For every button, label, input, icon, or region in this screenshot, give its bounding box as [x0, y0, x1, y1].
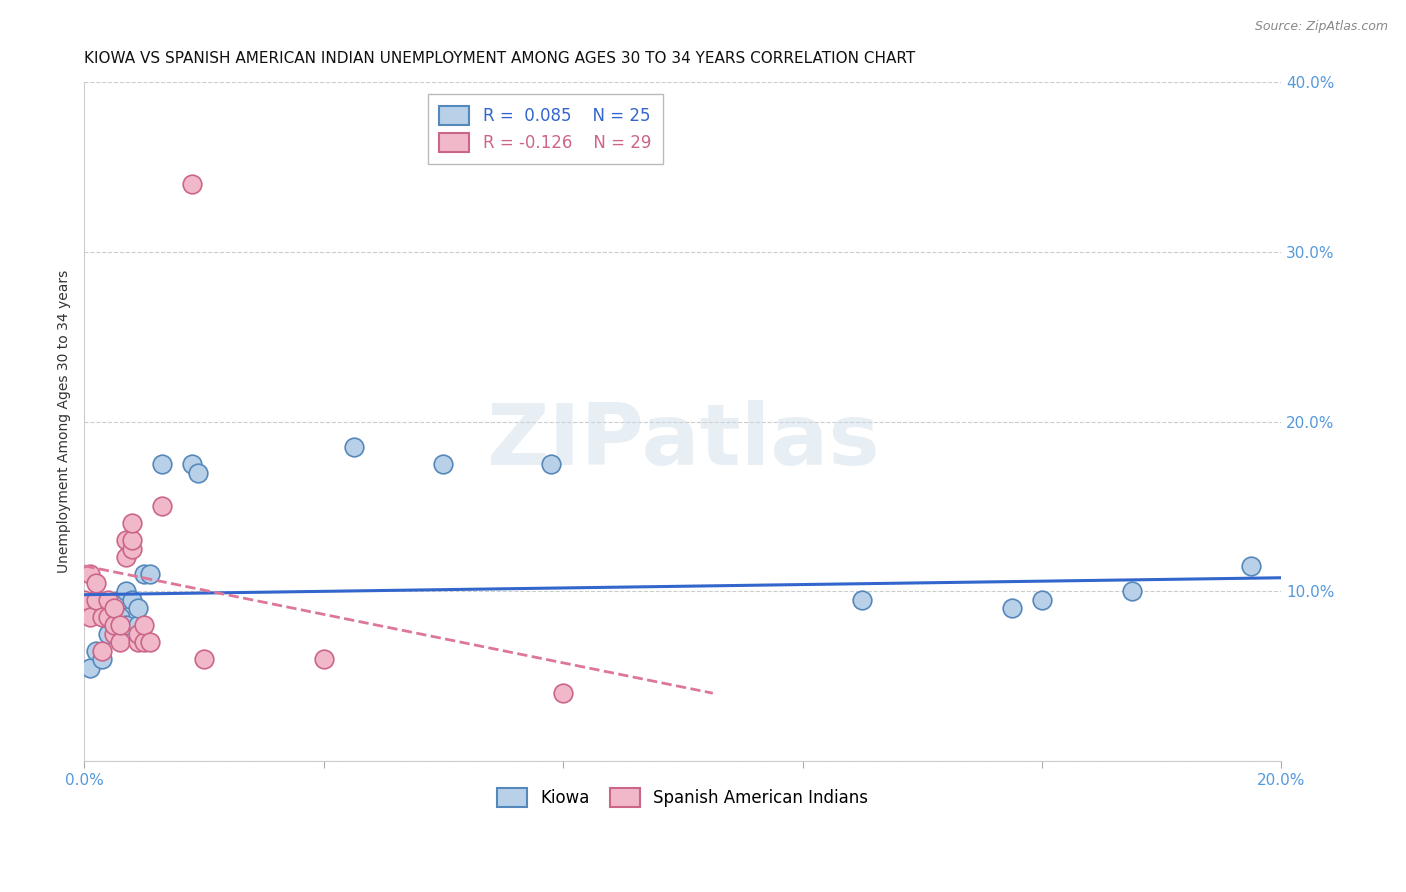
Point: [187, 466, 209, 480]
Point: [110, 618, 132, 632]
Text: Source: ZipAtlas.com: Source: ZipAtlas.com: [1254, 20, 1388, 33]
Point: [139, 567, 162, 582]
Point: [121, 592, 143, 607]
Point: [1240, 558, 1263, 573]
Point: [91, 609, 114, 624]
Point: [193, 652, 215, 666]
Point: [343, 440, 366, 454]
Point: [127, 635, 149, 649]
Legend: Kiowa, Spanish American Indians: Kiowa, Spanish American Indians: [491, 781, 875, 814]
Y-axis label: Unemployment Among Ages 30 to 34 years: Unemployment Among Ages 30 to 34 years: [58, 270, 72, 574]
Point: [1001, 601, 1024, 615]
Point: [86, 644, 108, 658]
Point: [127, 618, 149, 632]
Point: [851, 592, 873, 607]
Point: [97, 592, 120, 607]
Point: [86, 575, 108, 590]
Point: [134, 635, 156, 649]
Point: [115, 533, 138, 548]
Point: [1031, 592, 1053, 607]
Point: [127, 601, 149, 615]
Point: [97, 609, 120, 624]
Point: [115, 550, 138, 565]
Point: [115, 584, 138, 599]
Point: [312, 652, 335, 666]
Point: [121, 541, 143, 556]
Point: [121, 533, 143, 548]
Point: [150, 500, 173, 514]
Point: [79, 661, 101, 675]
Point: [103, 601, 125, 615]
Point: [97, 627, 120, 641]
Point: [540, 457, 562, 471]
Point: [150, 457, 173, 471]
Point: [79, 567, 101, 582]
Point: [91, 644, 114, 658]
Point: [181, 177, 204, 191]
Point: [1121, 584, 1143, 599]
Point: [110, 609, 132, 624]
Point: [79, 609, 101, 624]
Point: [73, 592, 96, 607]
Text: ZIPatlas: ZIPatlas: [486, 401, 880, 483]
Point: [115, 618, 138, 632]
Point: [110, 635, 132, 649]
Point: [553, 686, 575, 700]
Point: [127, 627, 149, 641]
Point: [139, 635, 162, 649]
Point: [86, 592, 108, 607]
Point: [103, 618, 125, 632]
Point: [432, 457, 454, 471]
Text: KIOWA VS SPANISH AMERICAN INDIAN UNEMPLOYMENT AMONG AGES 30 TO 34 YEARS CORRELAT: KIOWA VS SPANISH AMERICAN INDIAN UNEMPLO…: [84, 51, 915, 66]
Point: [181, 457, 204, 471]
Point: [121, 516, 143, 531]
Point: [134, 618, 156, 632]
Point: [91, 652, 114, 666]
Point: [110, 592, 132, 607]
Point: [103, 618, 125, 632]
Point: [134, 567, 156, 582]
Point: [103, 627, 125, 641]
